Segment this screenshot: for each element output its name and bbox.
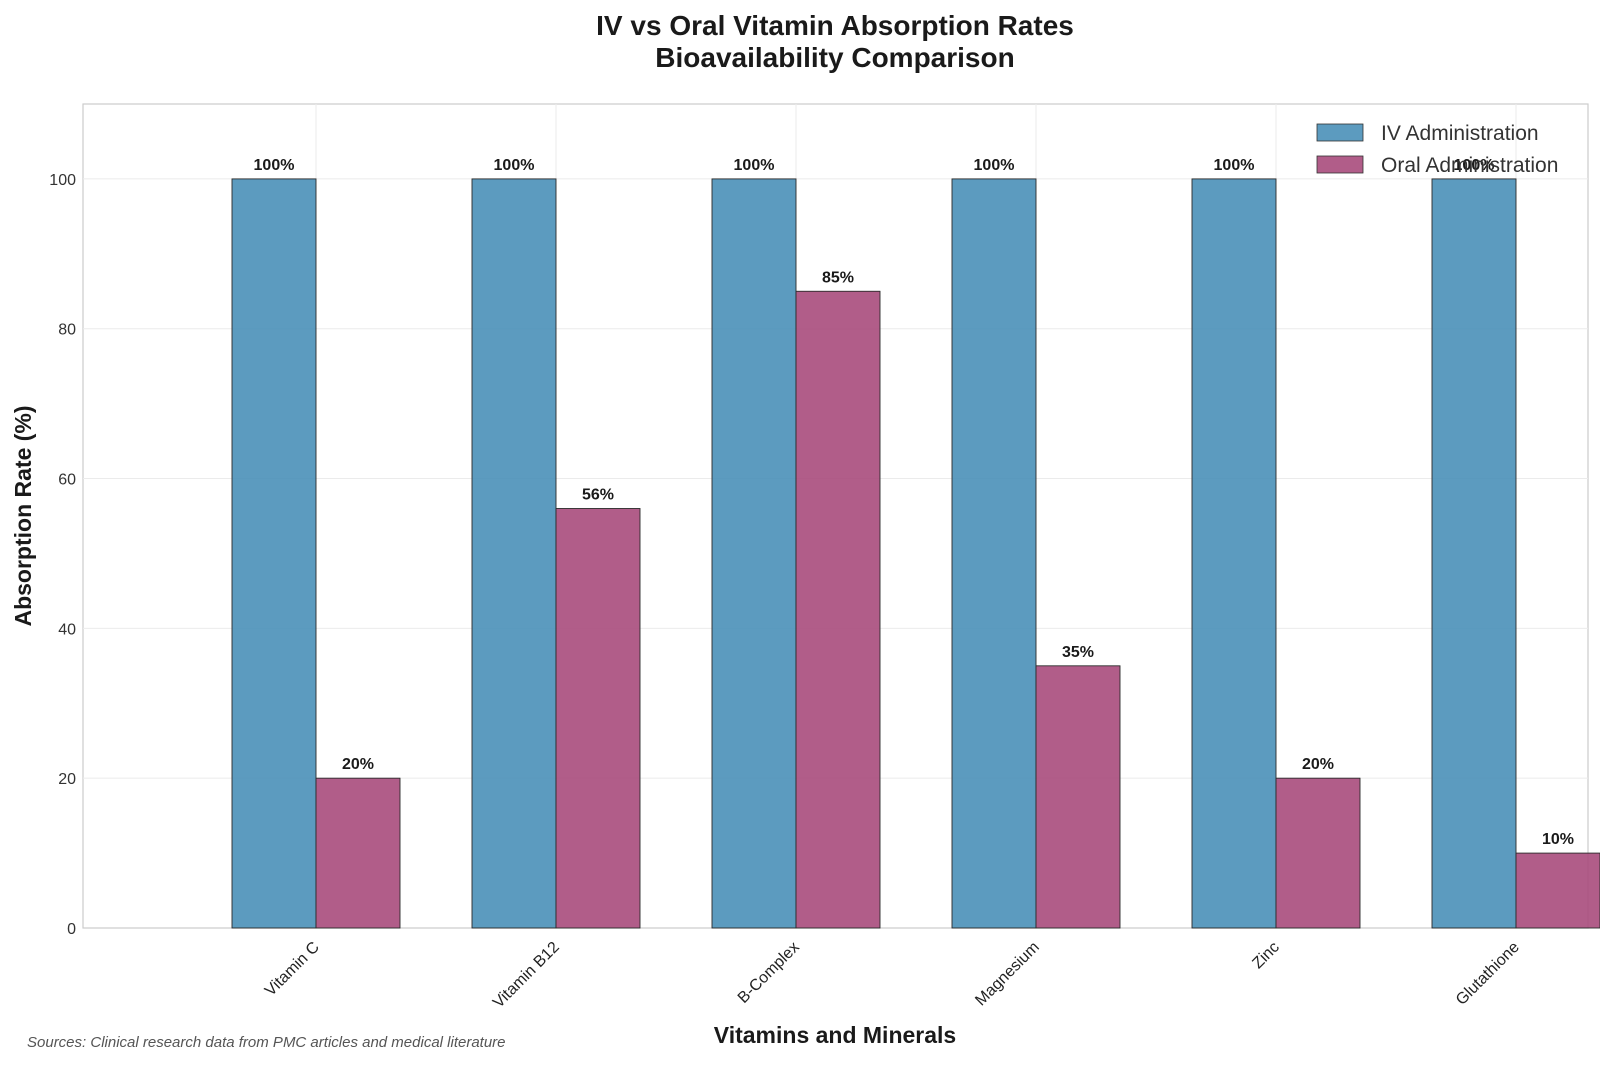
legend-label-oral: Oral Administration — [1381, 154, 1558, 177]
x-tick-label: Vitamin C — [262, 939, 323, 1000]
x-tick-label: Magnesium — [972, 939, 1043, 1010]
bar-iv — [471, 178, 557, 929]
data-label-oral: 10% — [1542, 831, 1574, 848]
legend-swatch-iv — [1316, 123, 1364, 142]
bar-iv — [1191, 178, 1277, 929]
bars — [231, 178, 1600, 929]
data-label-iv: 100% — [254, 157, 295, 174]
bar-oral — [315, 777, 401, 929]
data-labels: 100% 20% 100% 56% 100% 85% 100% 35% 100% 20% 100% 1… — [254, 157, 1574, 848]
data-label-oral: 56% — [582, 487, 614, 504]
legend-swatch-oral — [1316, 155, 1364, 174]
x-tick-label: B-Complex — [735, 939, 803, 1007]
chart-title: IV vs Oral Vitamin Absorption Rates — [596, 10, 1074, 41]
data-label-oral: 85% — [822, 269, 854, 286]
x-tick-label: Vitamin B12 — [490, 939, 563, 1012]
data-label-iv: 100% — [1454, 157, 1495, 174]
data-label-iv: 100% — [494, 157, 535, 174]
bar-oral — [1275, 777, 1361, 929]
x-axis-ticks: Vitamin C Vitamin B12 B-Complex Magnesium Zi… — [262, 939, 1523, 1012]
data-label-iv: 100% — [974, 157, 1015, 174]
chart-subtitle: Bioavailability Comparison — [655, 42, 1014, 73]
y-tick-label: 80 — [58, 322, 76, 339]
bar-oral — [1515, 852, 1600, 929]
legend: IV Administration Oral Administration — [1316, 122, 1558, 177]
y-tick-label: 40 — [58, 621, 76, 638]
y-tick-label: 20 — [58, 771, 76, 788]
bar-oral — [1035, 665, 1121, 929]
y-axis-label: Absorption Rate (%) — [10, 405, 36, 626]
bar-iv — [711, 178, 797, 929]
y-tick-label: 100 — [49, 172, 76, 189]
bar-iv — [231, 178, 317, 929]
bar-iv — [1431, 178, 1517, 929]
bar-oral — [555, 508, 641, 929]
data-label-oral: 20% — [1302, 756, 1334, 773]
y-axis-ticks: 0 20 40 60 80 100 — [49, 172, 76, 938]
bar-iv — [951, 178, 1037, 929]
legend-label-iv: IV Administration — [1381, 122, 1539, 145]
x-axis-label: Vitamins and Minerals — [714, 1022, 956, 1048]
data-label-oral: 20% — [342, 756, 374, 773]
data-label-iv: 100% — [734, 157, 775, 174]
y-tick-label: 0 — [67, 921, 76, 938]
source-note: Sources: Clinical research data from PMC… — [27, 1034, 506, 1051]
x-tick-label: Zinc — [1249, 939, 1282, 972]
x-tick-label: Glutathione — [1453, 939, 1523, 1009]
y-tick-label: 60 — [58, 472, 76, 489]
data-label-iv: 100% — [1214, 157, 1255, 174]
data-label-oral: 35% — [1062, 644, 1094, 661]
bar-oral — [795, 290, 881, 929]
